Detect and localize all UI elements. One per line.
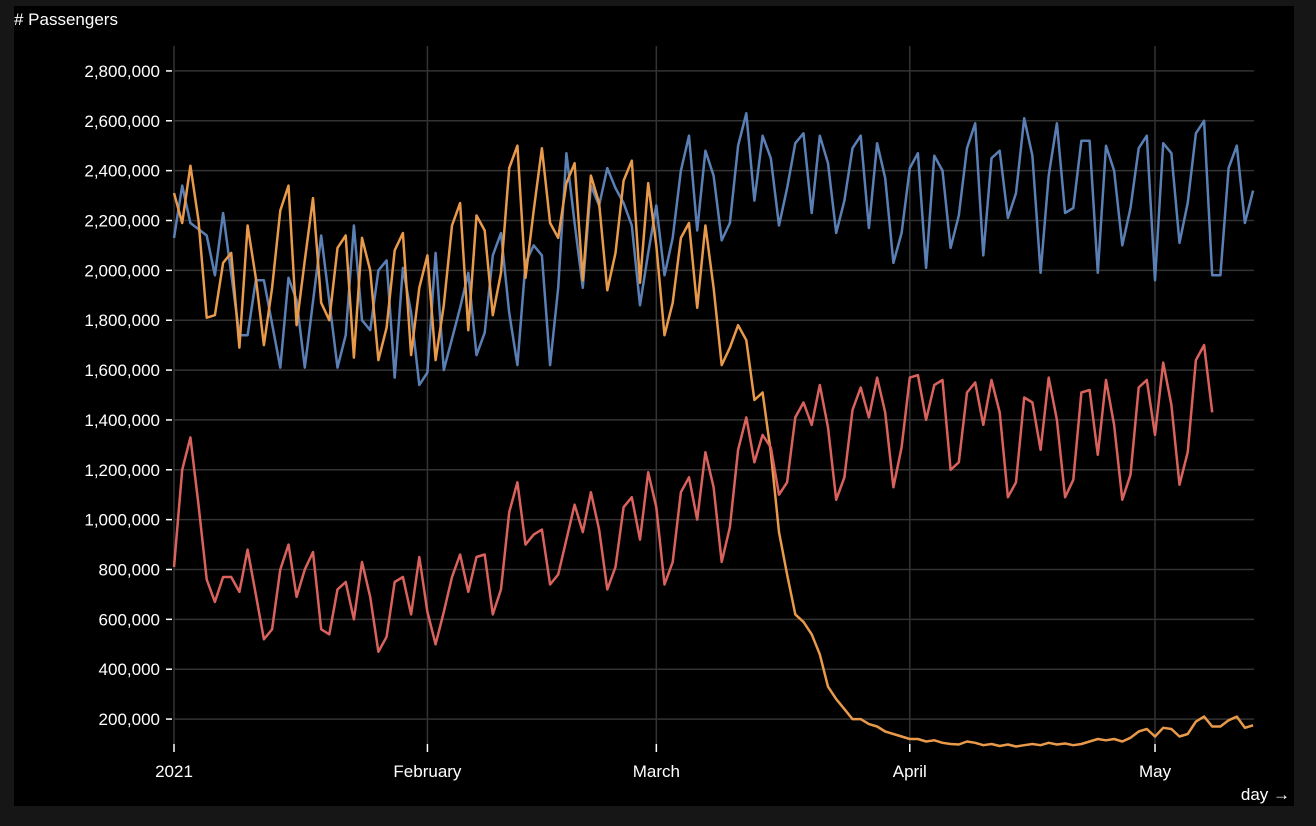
y-tick-label: 1,600,000 (84, 361, 160, 380)
y-tick-label: 400,000 (99, 660, 160, 679)
axes: 200,000 400,000 600,000 800,000 1,000,000 1,2… (84, 62, 1171, 781)
y-tick-label: 2,200,000 (84, 212, 160, 231)
y-tick-label: 2,000,000 (84, 261, 160, 280)
x-tick-label: May (1139, 762, 1172, 781)
series-lines (172, 112, 1255, 748)
series-line-3 (172, 343, 1214, 654)
y-tick-label: 2,400,000 (84, 162, 160, 181)
x-tick-label: April (893, 762, 927, 781)
y-tick-label: 1,000,000 (84, 511, 160, 530)
x-tick-label: March (633, 762, 680, 781)
x-tick-label: 2021 (155, 762, 193, 781)
y-axis-title: # Passengers (14, 10, 118, 29)
gridlines (173, 46, 1254, 744)
y-tick-label: 600,000 (99, 610, 160, 629)
chart-area: 200,000 400,000 600,000 800,000 1,000,000 1,2… (14, 6, 1294, 806)
y-tick-label: 1,800,000 (84, 311, 160, 330)
y-tick-label: 200,000 (99, 710, 160, 729)
series-line-1 (172, 112, 1255, 387)
y-tick-label: 800,000 (99, 561, 160, 580)
line-chart: 200,000 400,000 600,000 800,000 1,000,000 1,2… (14, 10, 1290, 804)
y-tick-label: 2,600,000 (84, 112, 160, 131)
x-axis-title: day → (1241, 785, 1290, 804)
series-line-2 (172, 144, 1254, 748)
y-tick-label: 2,800,000 (84, 62, 160, 81)
y-tick-label: 1,200,000 (84, 461, 160, 480)
x-tick-label: February (393, 762, 462, 781)
y-tick-label: 1,400,000 (84, 411, 160, 430)
